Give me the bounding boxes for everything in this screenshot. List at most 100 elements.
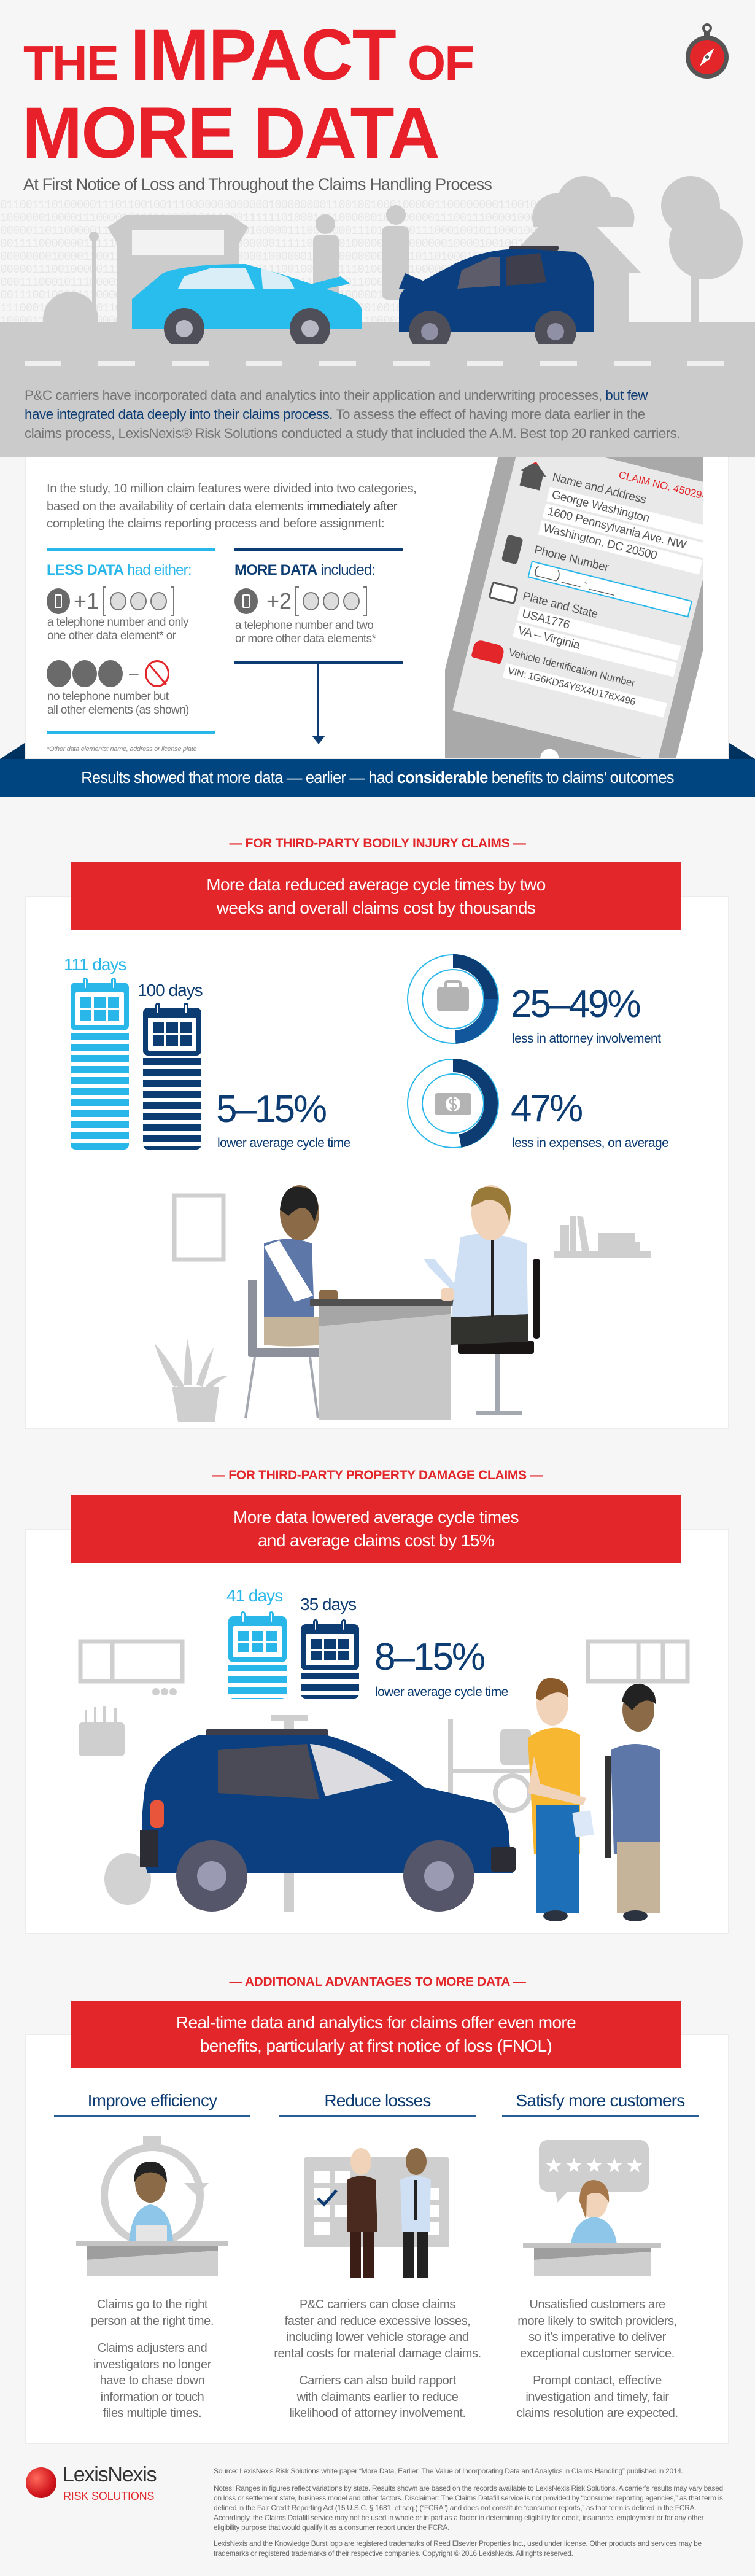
less-data-divider-bottom xyxy=(47,731,215,734)
advantages-section-label: — ADDITIONAL ADVANTAGES TO MORE DATA — xyxy=(229,1975,526,1989)
mechanic-figure xyxy=(528,1678,594,1921)
less-data-divider xyxy=(47,548,215,551)
advantages-headline: Real-time data and analytics for claims … xyxy=(71,2001,681,2068)
column-text-efficiency: Claims go to the right person at the righ… xyxy=(42,2297,263,2433)
paragraph-line: Claims go to the right xyxy=(96,2298,208,2311)
column-paragraph: Prompt contact, effective investigation a… xyxy=(487,2373,708,2422)
plus-one-label: +1 xyxy=(74,588,99,613)
car-icon xyxy=(471,639,506,664)
column-text-losses: P&C carriers can close claims faster and … xyxy=(261,2297,494,2433)
tire-icon xyxy=(104,1853,151,1905)
phone-icon xyxy=(501,534,524,565)
less-data-days-pd: 41 days xyxy=(226,1586,283,1605)
car-icon xyxy=(130,592,147,610)
column-title-efficiency: Improve efficiency xyxy=(54,2091,250,2117)
property-damage-section-label: — FOR THIRD-PARTY PROPERTY DAMAGE CLAIMS… xyxy=(212,1468,543,1482)
star-icon xyxy=(566,2158,582,2173)
logo-subtitle: RISK SOLUTIONS xyxy=(63,2490,155,2502)
star-icon xyxy=(627,2158,643,2173)
plant-icon xyxy=(155,1339,228,1422)
less-data-icons-2: – xyxy=(47,660,169,687)
paragraph-line: Carriers can also build rapport xyxy=(299,2374,456,2387)
plus-two-label: +2 xyxy=(266,588,292,613)
intro-paragraph: P&C carriers have incorporated data and … xyxy=(25,387,681,441)
attorney-ring-low xyxy=(408,954,498,1044)
more-data-days-pd: 35 days xyxy=(300,1595,357,1614)
paragraph-line: rental costs for material damage claims. xyxy=(274,2346,481,2360)
property-damage-headline: More data lowered average cycle times and… xyxy=(71,1495,681,1563)
column-text-customers: Unsatisfied customers are more likely to … xyxy=(487,2297,708,2433)
license-plate-icon xyxy=(98,660,123,687)
blue-suv xyxy=(140,1729,516,1912)
study-description: In the study, 10 million claim features … xyxy=(47,481,417,531)
bodily-injury-headline: More data reduced average cycle times by… xyxy=(71,862,681,930)
more-data-days: 100 days xyxy=(137,981,203,1000)
less-data-desc-1: a telephone number and only one other dat… xyxy=(47,616,189,642)
compass-icon xyxy=(686,23,729,79)
steering-wheel-icon xyxy=(493,1773,532,1813)
auto-shop-illustration xyxy=(78,1639,690,1921)
paragraph-line: information or touch xyxy=(100,2390,204,2404)
license-plate-icon xyxy=(150,592,168,610)
advantages-illustrations xyxy=(76,2136,661,2278)
paragraph-line: likelihood of attorney involvement. xyxy=(289,2407,466,2420)
house-icon xyxy=(47,660,71,687)
rating-stars xyxy=(546,2158,643,2173)
car-icon xyxy=(323,592,340,610)
checkmark-icon xyxy=(317,2189,338,2207)
cycle-time-stat-pd: 8–15% xyxy=(374,1636,486,1678)
calendar-stack-more-data-pd xyxy=(301,1673,359,1699)
attorney-stat: 25–49% xyxy=(511,983,641,1025)
paragraph-line: person at the right time. xyxy=(90,2314,214,2328)
paragraph-line: faster and reduce excessive losses, xyxy=(284,2314,471,2328)
expense-ring-chart xyxy=(407,1059,499,1148)
customer-rating-illustration xyxy=(523,2140,661,2276)
calendar-icon-light xyxy=(71,978,129,1030)
phone-icon xyxy=(234,588,258,614)
expense-label: less in expenses, on average xyxy=(512,1136,669,1150)
more-data-icons: +2 xyxy=(234,586,368,616)
title-line-1: THE IMPACT OF xyxy=(23,15,474,96)
cycle-time-label-pd: lower average cycle time xyxy=(375,1685,508,1699)
dark-blue-suv xyxy=(399,246,594,344)
road-background xyxy=(0,344,755,457)
paragraph-line: Claims adjusters and xyxy=(97,2341,207,2355)
more-data-divider-bottom xyxy=(234,661,403,664)
accident-scene-illustration xyxy=(0,176,755,344)
calendar-icon-light xyxy=(228,1611,287,1662)
office-meeting-illustration xyxy=(155,1185,651,1422)
handshake-calendar-illustration xyxy=(304,2148,449,2278)
title-line-2: MORE DATA xyxy=(22,93,440,174)
license-plate-icon xyxy=(343,592,360,610)
car-icon xyxy=(72,660,97,687)
subtitle: At First Notice of Loss and Throughout t… xyxy=(23,175,492,193)
paragraph-line: files multiple times. xyxy=(103,2407,202,2420)
attorney-ring-chart xyxy=(407,954,499,1044)
paragraph-line: investigation and timely, fair xyxy=(525,2390,669,2404)
tablet-clip: CLAIM NO. 4502943 Name and Address Georg… xyxy=(445,457,703,758)
less-data-days: 111 days xyxy=(64,955,126,974)
toolbox-icon xyxy=(79,1722,125,1756)
house-icon xyxy=(110,592,127,610)
expense-stat: 47% xyxy=(511,1088,583,1130)
paragraph-line: exceptional customer service. xyxy=(520,2346,675,2360)
calendar-icon-dark xyxy=(143,1003,201,1056)
down-arrow-icon xyxy=(317,664,319,737)
tablet-illustration: CLAIM NO. 4502943 Name and Address Georg… xyxy=(445,457,703,758)
column-paragraph: Unsatisfied customers are more likely to … xyxy=(487,2297,708,2362)
light-blue-car xyxy=(132,264,362,344)
tablet-home-button xyxy=(538,747,561,758)
logo-name: LexisNexis xyxy=(63,2463,157,2486)
phone-icon xyxy=(47,588,70,614)
paragraph-line: so it’s imperative to deliver xyxy=(528,2330,666,2344)
attorney-label: less in attorney involvement xyxy=(512,1032,661,1046)
star-icon xyxy=(606,2158,622,2173)
license-plate-icon xyxy=(488,581,519,605)
column-title-customers: Satisfy more customers xyxy=(502,2091,699,2117)
banner-fold-left xyxy=(0,743,25,759)
more-data-desc: a telephone number and two or more other … xyxy=(235,619,376,645)
binary-row: 0110011101000001110110010011100000000000… xyxy=(0,199,582,212)
footer-notes: Source: LexisNexis Risk Solutions white … xyxy=(214,2467,723,2558)
road-dashes xyxy=(25,361,730,366)
